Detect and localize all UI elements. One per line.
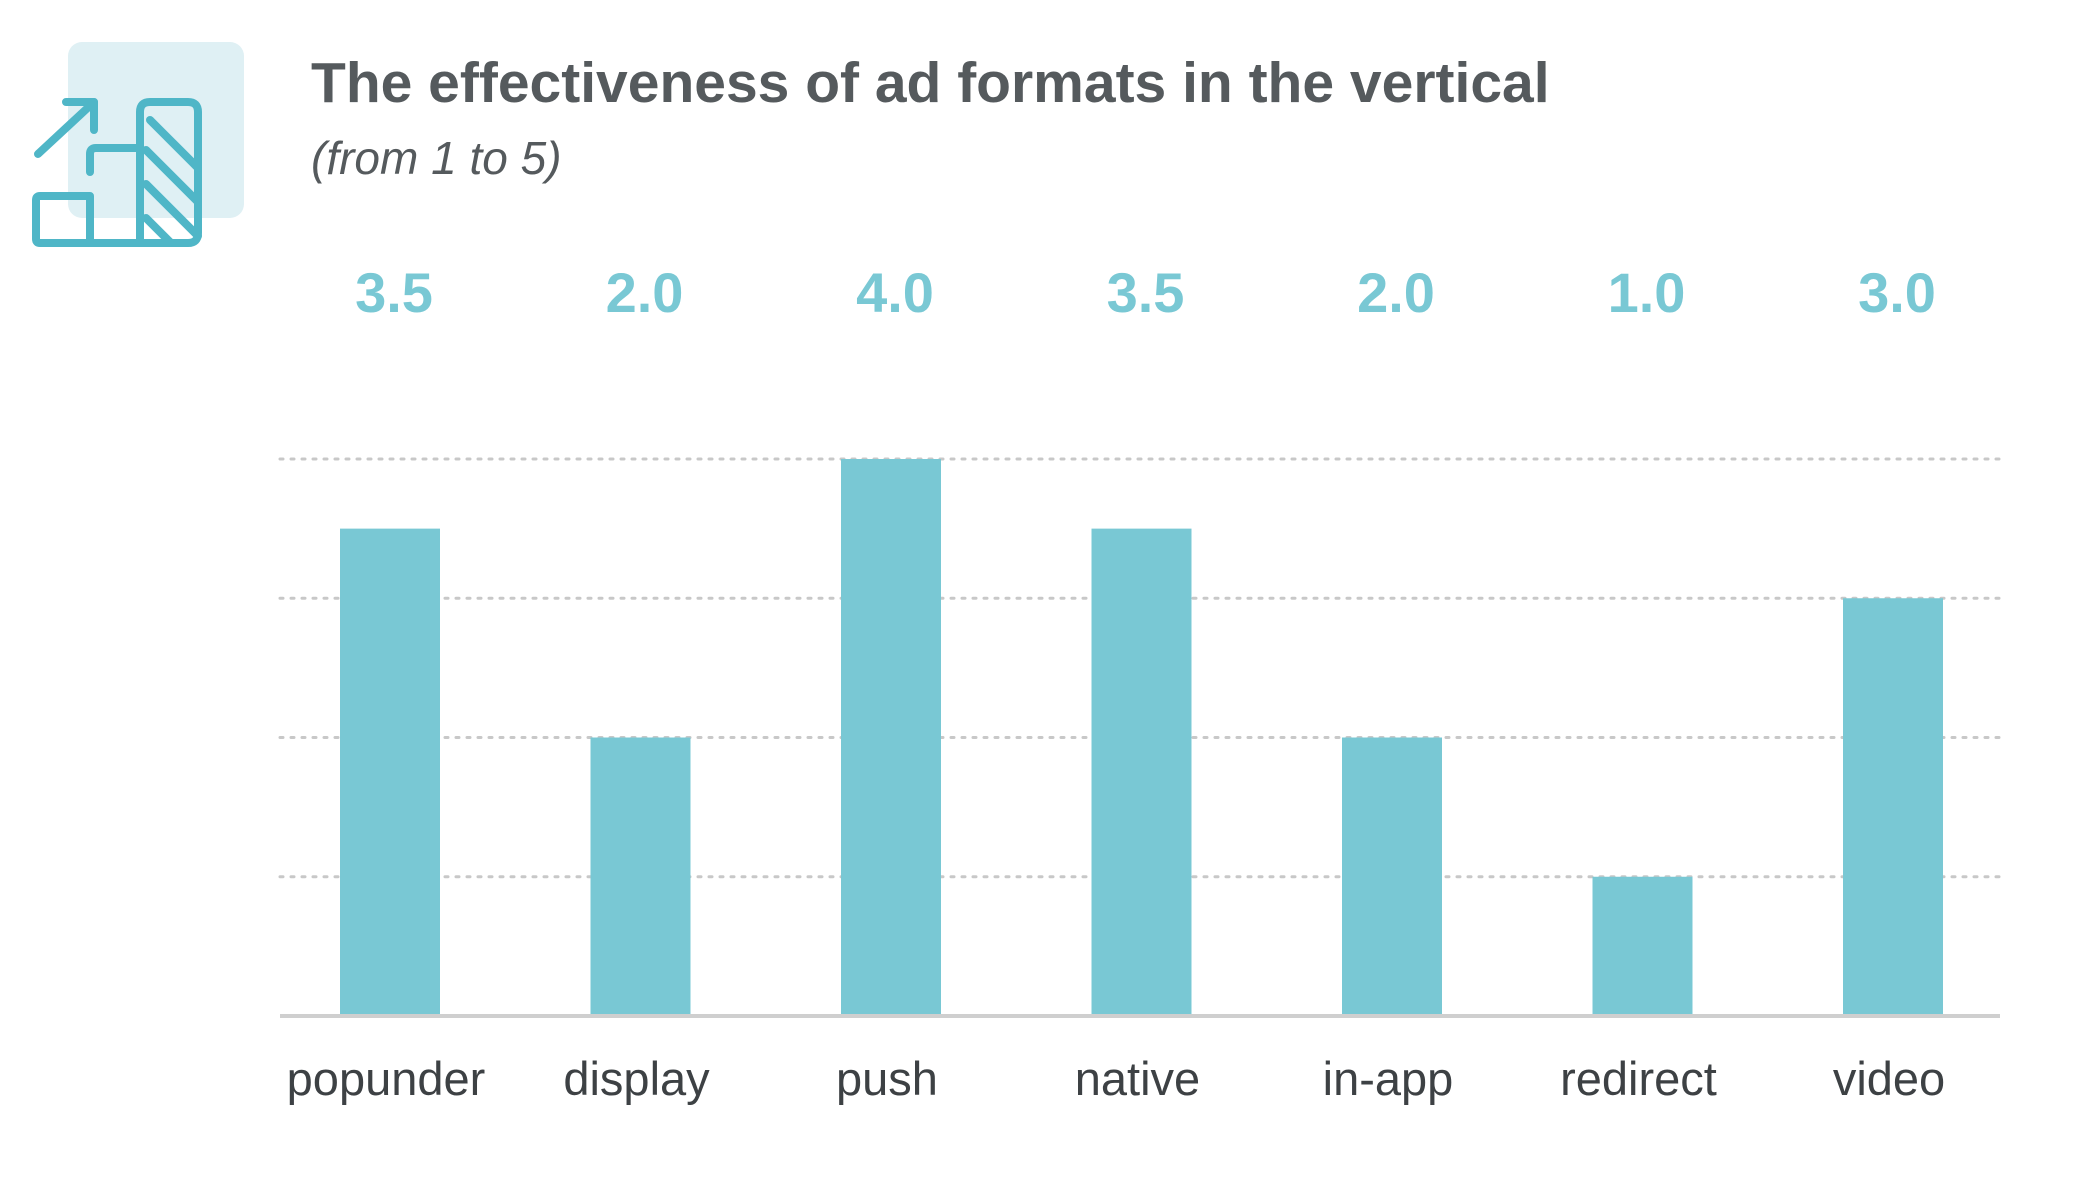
value-label-display: 2.0 <box>606 261 684 324</box>
category-label-display: display <box>563 1052 710 1105</box>
bar-redirect <box>1592 876 1693 1016</box>
value-label-in-app: 2.0 <box>1357 261 1435 324</box>
value-label-popunder: 3.5 <box>355 261 433 324</box>
bar-popunder <box>340 528 440 1016</box>
value-label-video: 3.0 <box>1858 261 1936 324</box>
category-label-push: push <box>836 1052 938 1105</box>
value-label-native: 3.5 <box>1107 261 1185 324</box>
bar-native <box>1091 528 1192 1016</box>
value-label-push: 4.0 <box>856 261 934 324</box>
bar-push <box>841 459 941 1016</box>
category-label-in-app: in-app <box>1323 1052 1454 1105</box>
category-label-native: native <box>1075 1052 1200 1105</box>
value-labels: 3.5 2.0 4.0 3.5 2.0 1.0 3.0 <box>355 261 1936 324</box>
chart-subtitle: (from 1 to 5) <box>311 132 562 184</box>
category-label-popunder: popunder <box>287 1052 486 1105</box>
chart-title: The effectiveness of ad formats in the v… <box>311 51 1550 115</box>
category-label-redirect: redirect <box>1560 1052 1717 1105</box>
category-label-video: video <box>1833 1052 1945 1105</box>
value-label-redirect: 1.0 <box>1608 261 1686 324</box>
bar-display <box>590 737 691 1016</box>
bar-in-app <box>1342 737 1442 1016</box>
growth-chart-icon <box>32 42 244 247</box>
bar-video <box>1843 598 1943 1016</box>
bars <box>340 459 1943 1016</box>
category-labels: popunder display push native in-app redirect v… <box>287 1052 1946 1105</box>
